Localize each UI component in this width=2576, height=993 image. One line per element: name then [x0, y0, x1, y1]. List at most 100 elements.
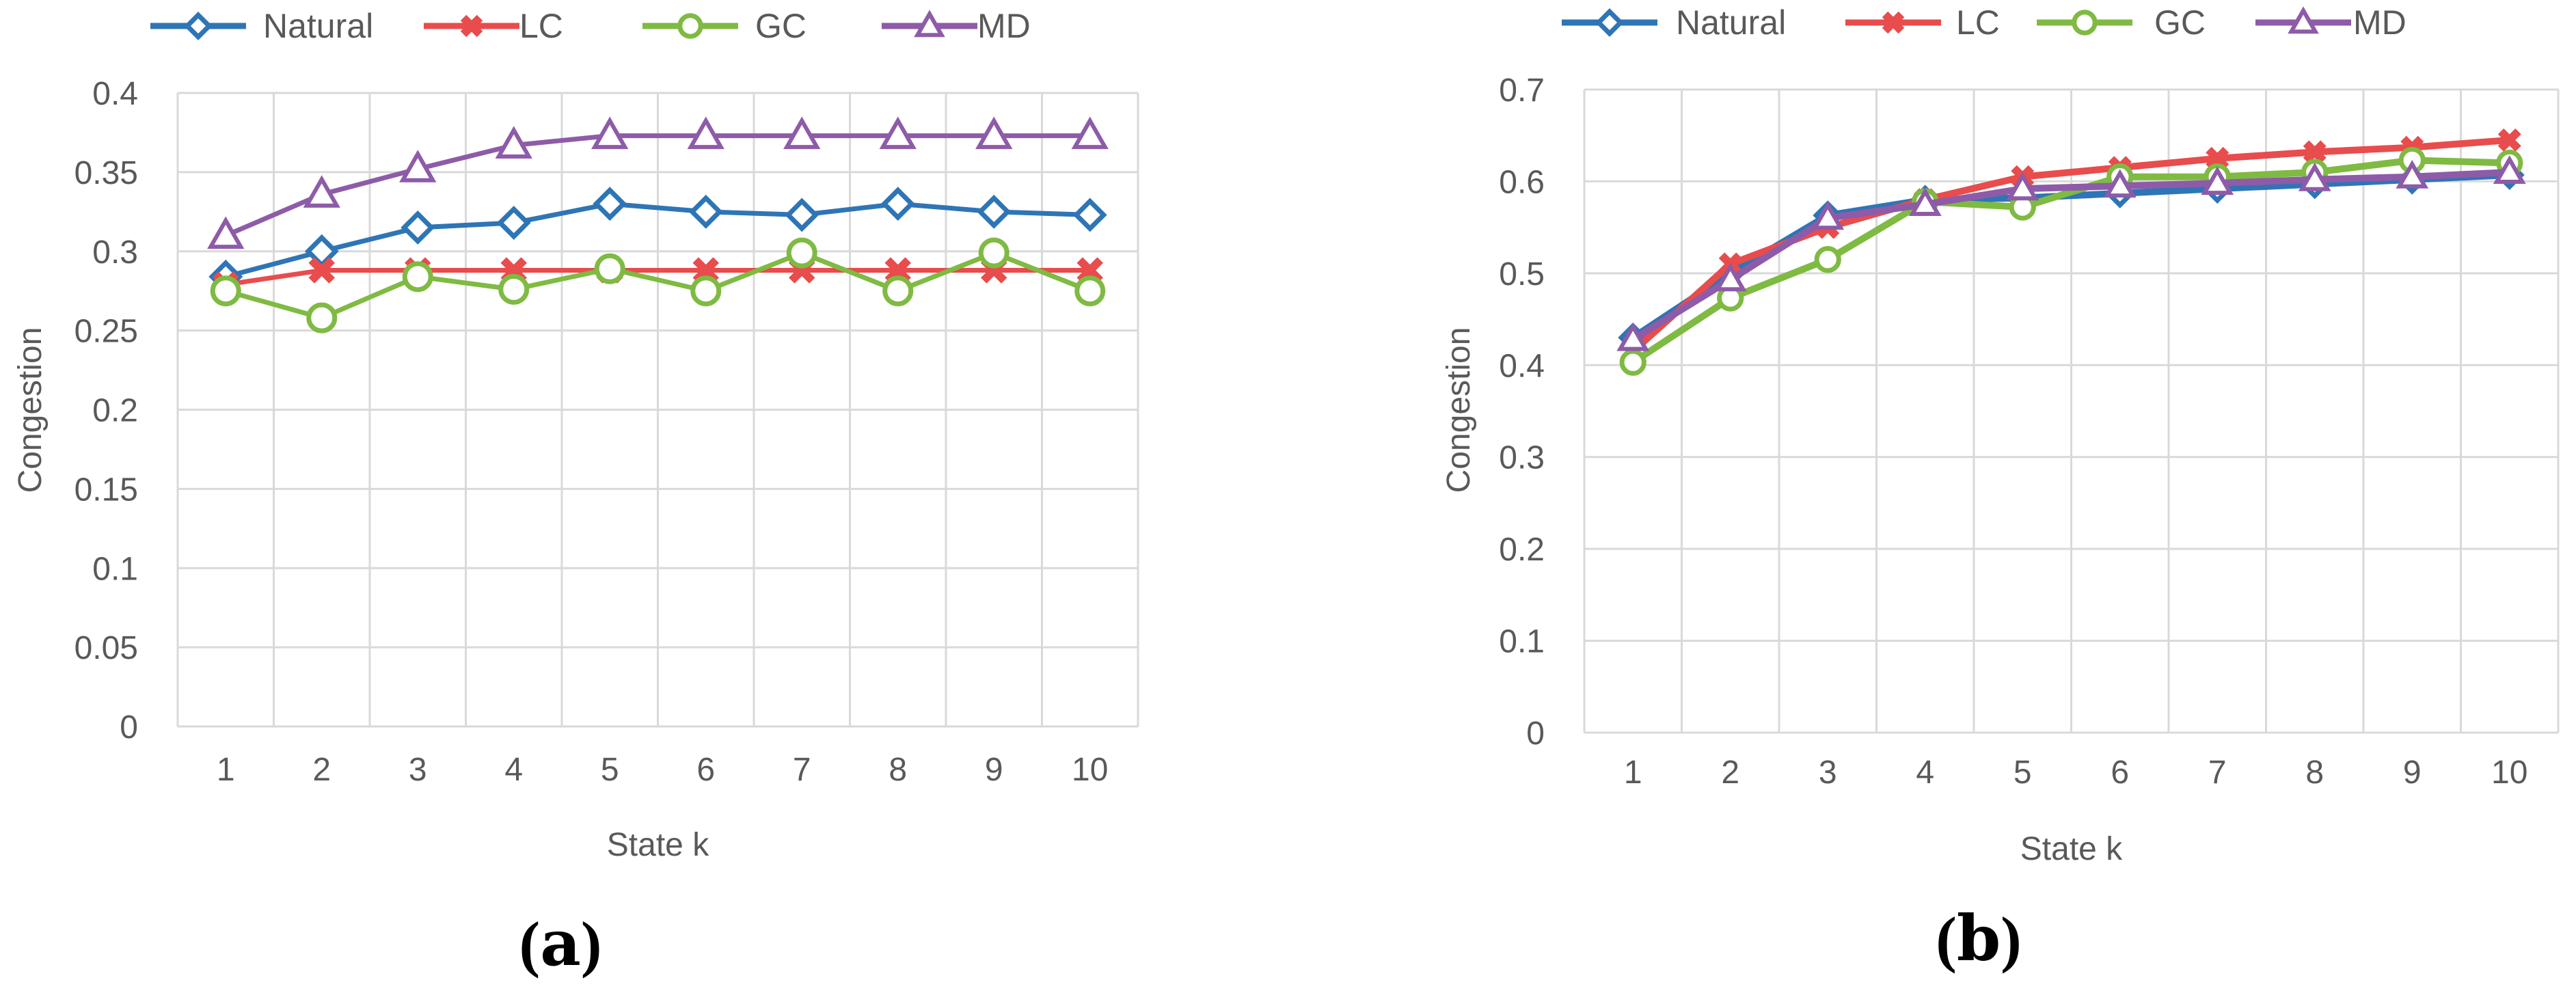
data-point-md: [2103, 169, 2137, 198]
x-tick-label: 1: [1624, 754, 1642, 791]
legend-marker-gc: [677, 13, 703, 39]
panel-label-paren: (: [519, 909, 541, 979]
legend-marker-md: [2288, 6, 2319, 34]
data-point-gc: [978, 237, 1009, 269]
x-tick-label: 5: [2014, 754, 2032, 791]
y-tick-label: 0.05: [74, 630, 138, 666]
legend-label: Natural: [1676, 3, 1786, 42]
y-tick-label: 0.6: [1499, 164, 1545, 200]
data-point-gc: [786, 237, 817, 269]
data-point-md: [687, 116, 724, 150]
data-point-md: [495, 126, 532, 159]
data-point-md: [1811, 201, 1845, 230]
series-line-md: [1631, 168, 2510, 342]
y-tick-label: 0.25: [74, 314, 138, 350]
x-tick-label: 3: [1819, 754, 1837, 791]
series-md: [207, 116, 1109, 249]
data-point-natural: [496, 206, 531, 240]
panel-label-paren: (: [1936, 904, 1957, 974]
y-tick-label: 0.3: [92, 234, 138, 271]
series-gc: [210, 237, 1106, 334]
y-axis-title: Congestion: [1441, 327, 1477, 493]
y-tick-label: 0.3: [1499, 440, 1545, 476]
series-md: [1616, 155, 2526, 351]
data-point-md: [2006, 172, 2039, 201]
series-line-gc: [1631, 157, 2510, 366]
data-point-natural: [1072, 198, 1107, 232]
series-line-natural: [225, 201, 1090, 280]
y-tick-label: 0.5: [1499, 256, 1545, 293]
x-tick-label: 7: [2208, 754, 2227, 791]
data-point-natural: [880, 187, 915, 221]
x-tick-label: 4: [504, 752, 523, 788]
x-axis-title: State k: [607, 827, 709, 863]
x-tick-label: 10: [1072, 752, 1108, 788]
panel-label-paren: ): [581, 909, 602, 979]
data-point-gc: [1814, 246, 1841, 273]
y-tick-label: 0: [120, 709, 138, 746]
x-tick-label: 6: [2111, 754, 2129, 791]
data-point-lc-stroke: [2303, 140, 2327, 164]
legend-item-gc: GC: [2037, 3, 2206, 42]
data-point-md: [1908, 187, 1942, 217]
data-point-md: [399, 150, 437, 182]
x-tick-label: 10: [2491, 754, 2527, 791]
legend-marker-lc: [1882, 11, 1905, 34]
legend-label: LC: [1956, 3, 2000, 42]
x-tick-label: 8: [2305, 754, 2324, 791]
data-point-md: [207, 216, 245, 249]
panel-label-letter: a: [540, 906, 581, 980]
y-tick-label: 0.1: [92, 551, 138, 587]
data-point-gc: [210, 275, 241, 307]
legend-label: MD: [977, 7, 1031, 45]
data-point-gc: [882, 275, 914, 307]
chart-panel-1: 0 0.05 0.1 0.15 0.2 0.25 0.3 0.35 0.4 1 2 3 4 5 6 7 8 9 10…: [12, 7, 1139, 980]
data-point-gc: [690, 275, 722, 307]
data-point-natural: [593, 187, 627, 221]
data-point-md: [783, 116, 821, 150]
panel-label-letter: b: [1957, 901, 2001, 975]
x-tick-label: 5: [601, 752, 619, 788]
data-point-gc: [1074, 275, 1106, 307]
data-point-lc: [308, 257, 335, 284]
x-tick-label: 8: [889, 752, 907, 788]
legend-label: LC: [519, 7, 563, 45]
x-tick-label: 7: [793, 752, 811, 788]
legend-item-natural: Natural: [1562, 3, 1786, 42]
series-natural: [208, 187, 1107, 294]
data-point-md: [2201, 166, 2234, 195]
panel-label: (a): [519, 906, 602, 980]
data-point-natural: [785, 198, 819, 232]
legend-marker-natural: [1595, 8, 1624, 37]
legend-item-natural: Natural: [150, 7, 373, 45]
legend: Natural LC GC MD: [150, 7, 1031, 45]
legend-marker-gc: [2072, 10, 2098, 36]
x-tick-label: 6: [696, 752, 715, 788]
gridlines: [176, 92, 1139, 728]
data-point-gc: [402, 261, 433, 293]
legend-marker-lc-stroke: [460, 14, 483, 38]
x-tick-label: 9: [985, 752, 1003, 788]
legend-label: MD: [2353, 3, 2406, 42]
y-tick-label: 0.4: [1499, 348, 1545, 384]
chart-panel-2: 0 0.1 0.2 0.3 0.4 0.5 0.6 0.7 1 2 3 4 5 6 7 8 9 10 State k…: [1441, 3, 2560, 975]
y-tick-label: 0.2: [1499, 532, 1545, 568]
data-point-natural: [977, 194, 1012, 229]
x-tick-label: 1: [217, 752, 235, 788]
legend-label: Natural: [263, 7, 373, 45]
x-tick-label: 9: [2403, 754, 2422, 791]
series-line-md: [224, 133, 1090, 238]
y-axis-title: Congestion: [12, 327, 49, 493]
data-point-lc: [2303, 140, 2327, 164]
data-point-md: [2298, 162, 2331, 191]
legend-marker-natural: [184, 12, 213, 40]
legend-marker-lc: [460, 14, 483, 38]
data-point-lc-stroke: [2497, 128, 2521, 152]
x-tick-label: 3: [409, 752, 427, 788]
x-axis-title: State k: [2020, 831, 2123, 867]
legend-label: GC: [755, 7, 806, 45]
data-point-md: [2493, 155, 2526, 185]
data-point-md: [2396, 159, 2429, 189]
data-point-natural: [688, 194, 723, 229]
